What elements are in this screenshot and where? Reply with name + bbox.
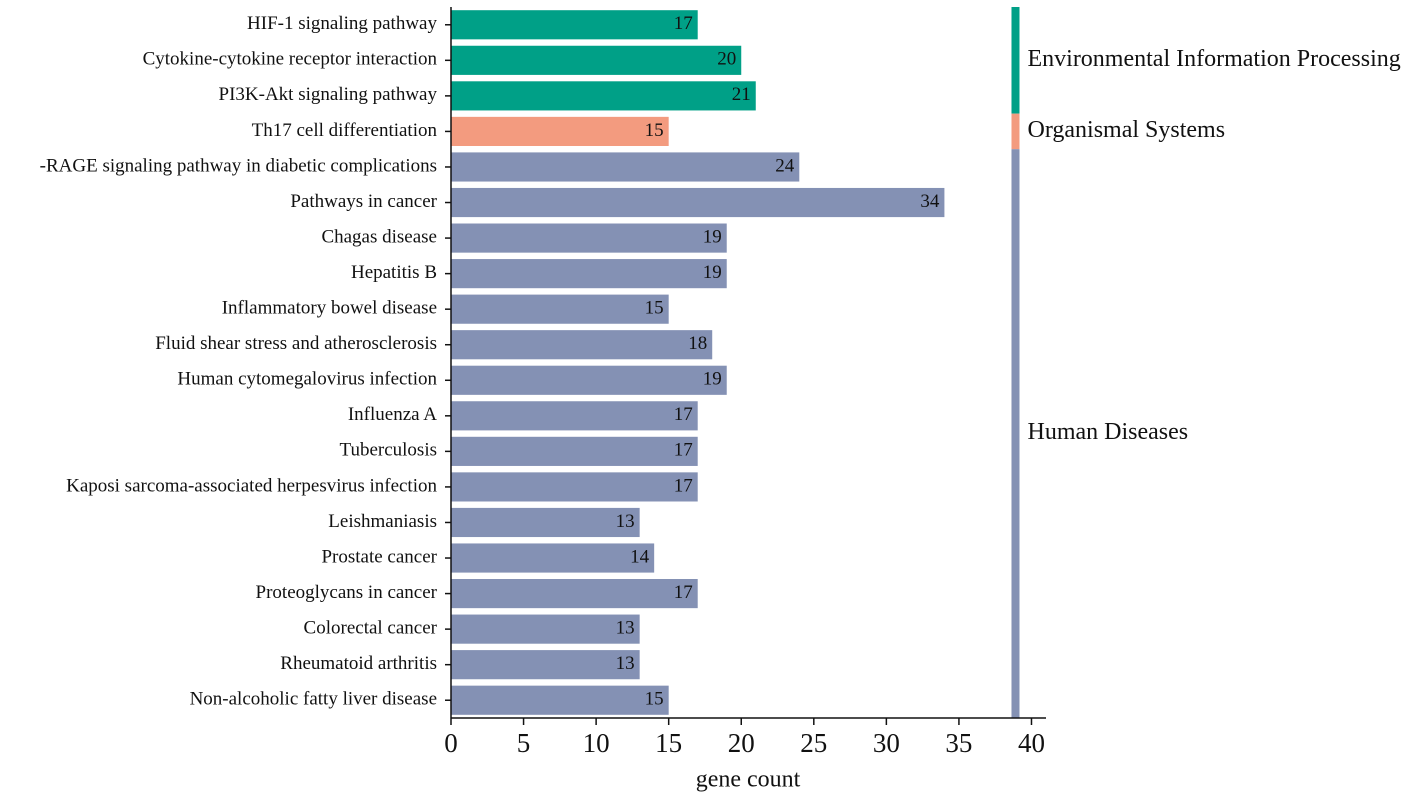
x-axis-label: gene count (696, 767, 801, 793)
y-tick-label: Influenza A (348, 404, 437, 425)
value-label: 14 (630, 546, 650, 567)
y-tick-label: Cytokine-cytokine receptor interaction (143, 49, 438, 70)
x-tick-label: 10 (583, 728, 610, 758)
bar (451, 152, 800, 182)
y-tick-label: Prostate cancer (321, 546, 437, 567)
bar (451, 330, 713, 360)
bar (451, 187, 945, 218)
bar (451, 507, 640, 538)
bar (451, 10, 698, 40)
bar (451, 650, 640, 680)
y-tick-label: Pathways in cancer (290, 191, 437, 212)
y-tick-label: Colorectal cancer (304, 617, 438, 638)
value-label: 17 (674, 13, 693, 34)
x-tick-label: 0 (444, 728, 458, 758)
bar (451, 116, 669, 147)
value-label: 19 (703, 262, 722, 283)
bar (451, 401, 698, 431)
value-label: 13 (616, 653, 635, 674)
y-tick-label: Tuberculosis (340, 440, 437, 461)
group-strip (1011, 7, 1020, 114)
y-tick-label: Proteoglycans in cancer (256, 582, 438, 603)
x-tick-label: 5 (517, 728, 531, 758)
y-tick-label: Human cytomegalovirus infection (177, 369, 437, 390)
value-label: 20 (717, 49, 736, 70)
value-label: 19 (703, 369, 722, 390)
value-label: 13 (616, 511, 635, 532)
value-label: 19 (703, 226, 722, 247)
bar (451, 294, 669, 324)
value-label: 15 (645, 298, 664, 319)
x-tick-label: 35 (945, 728, 972, 758)
group-label: Human Diseases (1027, 419, 1188, 445)
x-tick-label: 15 (655, 728, 682, 758)
bar (451, 223, 727, 253)
value-label: 17 (674, 475, 693, 496)
bar (451, 45, 742, 75)
value-label: 18 (688, 333, 707, 354)
value-label: 17 (674, 440, 693, 461)
value-label: 17 (674, 582, 693, 603)
y-tick-label: Th17 cell differentiation (252, 120, 438, 141)
bar (451, 472, 698, 502)
y-tick-label: Fluid shear stress and atherosclerosis (155, 333, 437, 354)
bar (451, 685, 669, 715)
y-tick-label: Kaposi sarcoma-associated herpesvirus in… (66, 475, 437, 496)
group-label: Environmental Information Processing (1027, 46, 1400, 72)
value-label: 15 (645, 120, 664, 141)
bar (451, 578, 698, 609)
group-strip (1011, 149, 1020, 718)
x-tick-label: 20 (728, 728, 755, 758)
bar (451, 81, 756, 111)
group-label: Organismal Systems (1027, 117, 1225, 143)
group-strip (1011, 113, 1020, 150)
y-tick-label: Leishmaniasis (328, 511, 437, 532)
value-label: 15 (645, 689, 664, 710)
y-tick-label: Hepatitis B (351, 262, 437, 283)
y-tick-label: Non-alcoholic fatty liver disease (190, 689, 437, 710)
value-label: 21 (732, 84, 751, 105)
y-tick-label: HIF-1 signaling pathway (247, 13, 437, 34)
y-tick-label: -RAGE signaling pathway in diabetic comp… (40, 155, 437, 176)
bar (451, 614, 640, 644)
y-tick-label: Chagas disease (321, 226, 437, 247)
x-tick-label: 30 (873, 728, 900, 758)
y-tick-label: Inflammatory bowel disease (222, 298, 437, 319)
value-label: 17 (674, 404, 693, 425)
x-tick-label: 40 (1018, 728, 1045, 758)
value-label: 34 (920, 191, 940, 212)
bar (451, 259, 727, 289)
bar (451, 436, 698, 466)
bar (451, 365, 727, 395)
y-tick-label: PI3K-Akt signaling pathway (219, 84, 438, 105)
y-tick-label: Rheumatoid arthritis (280, 653, 437, 674)
value-label: 24 (775, 155, 795, 176)
bar (451, 543, 655, 573)
x-tick-label: 25 (800, 728, 827, 758)
value-label: 13 (616, 617, 635, 638)
